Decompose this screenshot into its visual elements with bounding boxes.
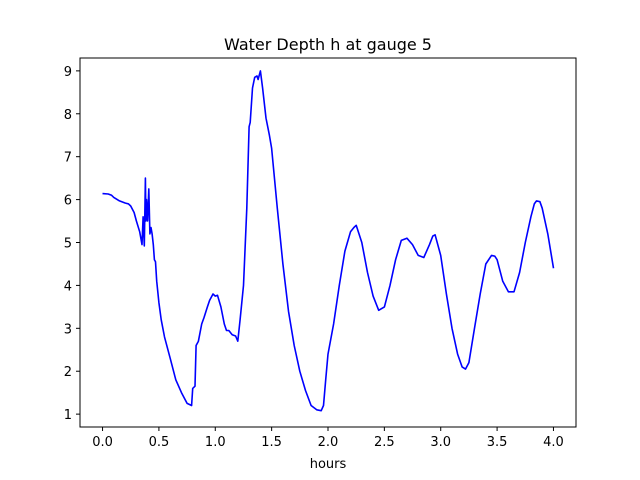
x-axis: 0.0 0.5 1.0 1.5 2.0 2.5 3.0 3.5 4.0 <box>92 427 564 450</box>
y-tick-label: 7 <box>64 151 72 166</box>
x-tick-label: 0.0 <box>92 435 113 450</box>
x-tick-label: 0.5 <box>149 435 170 450</box>
x-axis-label: hours <box>310 457 347 472</box>
y-tick-label: 5 <box>64 237 72 252</box>
x-tick-label: 1.0 <box>205 435 226 450</box>
y-axis: 1 2 3 4 5 6 7 8 9 <box>64 65 80 423</box>
y-tick-label: 3 <box>64 322 72 337</box>
series-layer <box>102 70 555 412</box>
x-tick-label: 1.5 <box>261 435 282 450</box>
x-tick-label: 2.5 <box>374 435 395 450</box>
x-tick-label: 3.5 <box>487 435 508 450</box>
x-tick-label: 4.0 <box>543 435 564 450</box>
y-tick-label: 8 <box>64 108 72 123</box>
y-tick-label: 2 <box>64 365 72 380</box>
chart-title: Water Depth h at gauge 5 <box>224 35 432 54</box>
y-tick-label: 6 <box>64 194 72 209</box>
y-tick-label: 9 <box>64 65 72 80</box>
series-line <box>102 70 555 412</box>
x-tick-label: 2.0 <box>318 435 339 450</box>
x-tick-label: 3.0 <box>430 435 451 450</box>
y-tick-label: 4 <box>64 279 72 294</box>
y-tick-label: 1 <box>64 408 72 423</box>
